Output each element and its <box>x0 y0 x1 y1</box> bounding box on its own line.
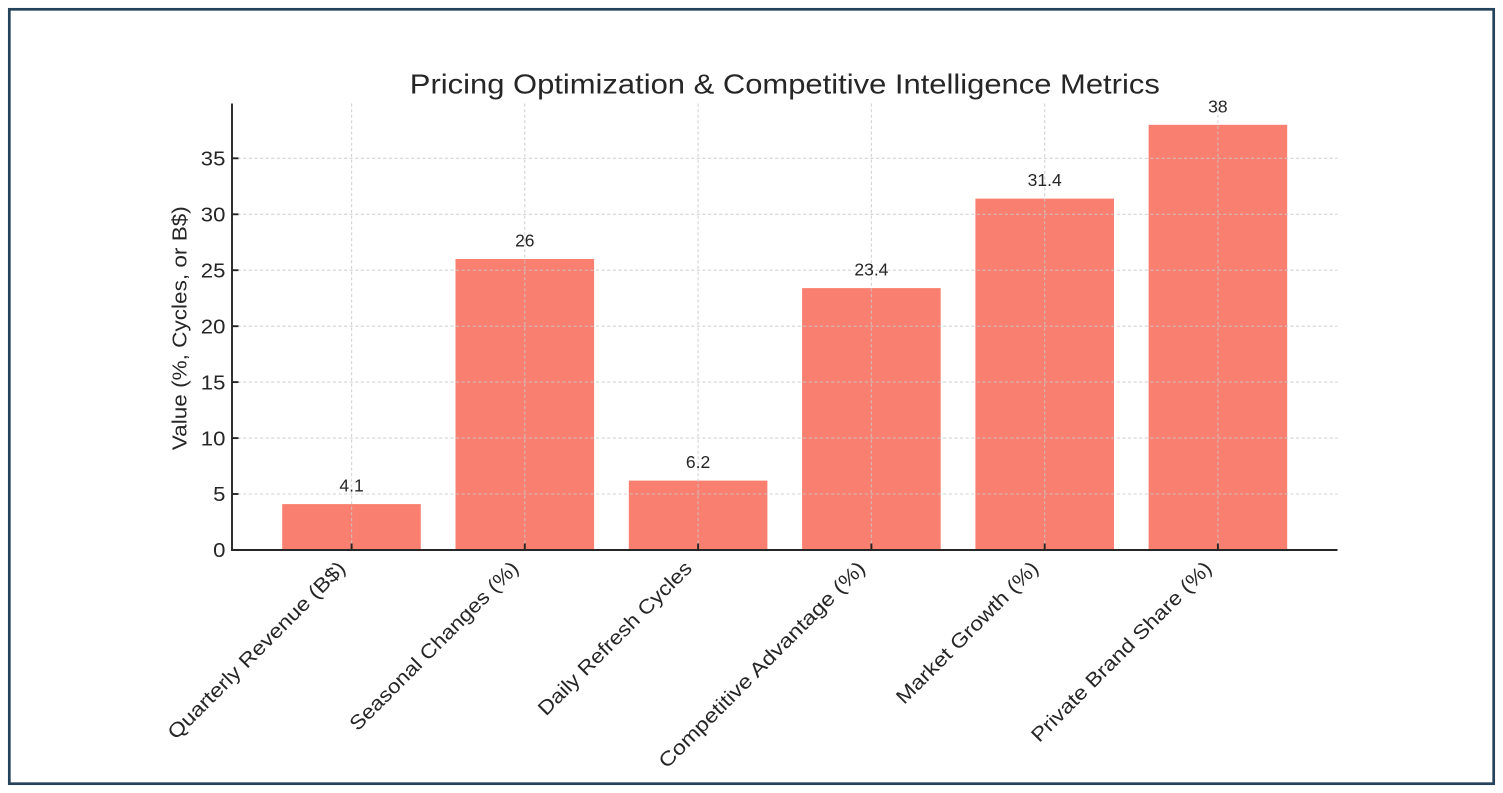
svg-text:20: 20 <box>201 316 226 338</box>
svg-text:5: 5 <box>213 484 225 506</box>
svg-text:23.4: 23.4 <box>854 260 888 280</box>
svg-text:31.4: 31.4 <box>1028 170 1062 190</box>
svg-text:26: 26 <box>515 231 534 251</box>
svg-text:25: 25 <box>201 260 226 282</box>
svg-text:Value (%, Cycles, or B$): Value (%, Cycles, or B$) <box>169 206 191 450</box>
svg-text:30: 30 <box>201 205 226 227</box>
svg-text:6.2: 6.2 <box>686 452 710 472</box>
svg-text:38: 38 <box>1208 96 1227 116</box>
svg-text:Pricing Optimization & Competi: Pricing Optimization & Competitive Intel… <box>410 69 1160 100</box>
svg-text:0: 0 <box>213 540 225 562</box>
svg-text:10: 10 <box>201 428 226 450</box>
svg-text:4.1: 4.1 <box>339 476 363 496</box>
svg-text:15: 15 <box>201 372 226 394</box>
svg-text:35: 35 <box>201 149 226 171</box>
